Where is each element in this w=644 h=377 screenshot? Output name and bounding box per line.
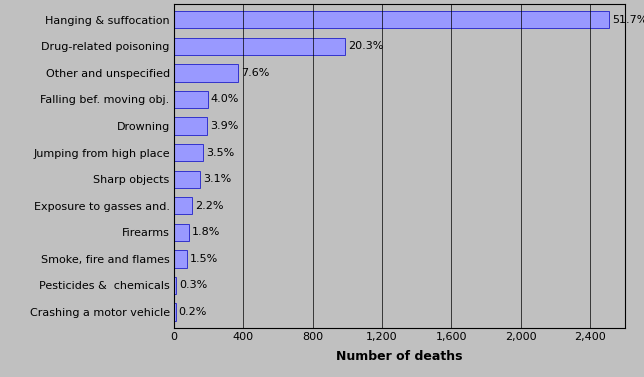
Text: 20.3%: 20.3%	[348, 41, 383, 51]
Bar	[174, 197, 193, 215]
Bar	[174, 144, 204, 161]
Bar	[174, 91, 207, 108]
Bar	[174, 250, 187, 268]
Bar	[174, 303, 176, 321]
Text: 4.0%: 4.0%	[211, 95, 239, 104]
Bar	[174, 64, 238, 81]
Text: 51.7%: 51.7%	[612, 15, 644, 25]
Bar	[174, 277, 176, 294]
Text: 1.8%: 1.8%	[192, 227, 220, 237]
Text: 7.6%: 7.6%	[241, 68, 269, 78]
Bar	[174, 11, 609, 28]
Text: 2.2%: 2.2%	[196, 201, 224, 211]
Text: 0.2%: 0.2%	[178, 307, 207, 317]
Text: 0.3%: 0.3%	[180, 280, 208, 290]
Bar	[174, 38, 345, 55]
Text: 3.9%: 3.9%	[210, 121, 238, 131]
X-axis label: Number of deaths: Number of deaths	[336, 351, 462, 363]
Text: 1.5%: 1.5%	[189, 254, 218, 264]
Bar	[174, 170, 200, 188]
Bar	[174, 224, 189, 241]
Text: 3.1%: 3.1%	[203, 174, 231, 184]
Text: 3.5%: 3.5%	[207, 147, 234, 158]
Bar	[174, 117, 207, 135]
